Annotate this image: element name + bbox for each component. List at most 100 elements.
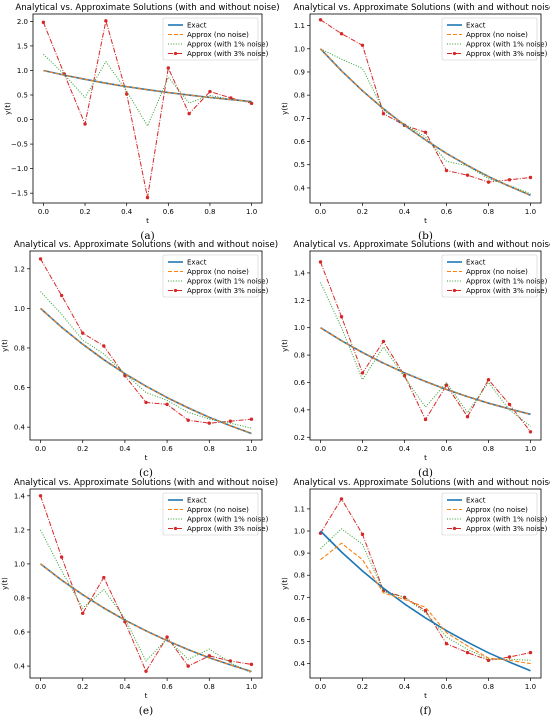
data-point: [423, 608, 428, 613]
x-tick-label: 1.0: [246, 208, 257, 216]
y-tick-label: 0.6: [14, 629, 26, 637]
y-tick-label: 1.4: [14, 492, 26, 500]
x-tick-label: 0.4: [399, 683, 411, 691]
y-tick-label: −1.0: [11, 165, 28, 173]
y-tick-label: 1.0: [294, 528, 305, 536]
y-tick-label: 0.6: [294, 379, 306, 387]
plot-frame: [29, 250, 263, 441]
series-line-noise3: [320, 498, 531, 661]
data-point: [249, 662, 254, 667]
chart-title: Analytical vs. Approximate Solutions (wi…: [14, 240, 278, 250]
y-axis-label: y(t): [3, 102, 12, 115]
y-tick-label: 0.5: [17, 92, 28, 100]
data-point: [339, 315, 344, 319]
x-tick-label: 0.4: [399, 445, 411, 453]
x-tick-label: 0.2: [357, 445, 368, 453]
x-tick-label: 0.4: [119, 445, 131, 453]
data-point: [166, 66, 171, 70]
y-tick-label: 0.4: [14, 663, 26, 671]
data-point: [465, 415, 470, 419]
chart-title: Analytical vs. Approximate Solutions (wi…: [293, 478, 550, 488]
series-group: [41, 19, 254, 200]
data-point: [507, 178, 512, 182]
legend-label: Approx (with 1% noise): [187, 277, 269, 285]
panel-caption: (e): [139, 705, 153, 717]
series-line-noise3: [40, 495, 252, 672]
y-tick-label: 0.4: [294, 184, 306, 192]
y-tick-label: 1.0: [17, 67, 28, 75]
chart-title: Analytical vs. Approximate Solutions (wi…: [293, 240, 550, 250]
data-point: [360, 371, 365, 375]
y-tick-label: 1.0: [14, 560, 25, 568]
y-axis-label: y(t): [280, 577, 289, 590]
legend-label: Approx (with 1% noise): [466, 515, 548, 523]
x-tick-label: 0.4: [121, 208, 133, 216]
legend-box: [441, 17, 538, 61]
plot-frame: [32, 13, 263, 204]
legend-label: Exact: [466, 21, 486, 29]
y-tick-label: −1.5: [11, 190, 28, 198]
chart-panel: Analytical vs. Approximate Solutions (wi…: [280, 3, 550, 242]
data-point: [402, 595, 407, 600]
data-point: [528, 650, 533, 655]
legend-label: Approx (no noise): [187, 506, 249, 514]
x-tick-label: 0.8: [483, 208, 494, 216]
y-tick-label: 0.8: [294, 92, 305, 100]
legend-label: Approx (with 1% noise): [187, 515, 269, 523]
y-axis-label: y(t): [280, 102, 289, 115]
y-tick-label: 0.5: [294, 638, 305, 646]
legend-label: Approx (with 1% noise): [466, 277, 548, 285]
y-axis-label: y(t): [0, 577, 9, 590]
data-point: [102, 344, 106, 348]
data-point: [339, 497, 344, 501]
x-tick-label: 0.0: [315, 683, 326, 691]
chart-panel: Analytical vs. Approximate Solutions (wi…: [0, 240, 278, 479]
chart-panel: Analytical vs. Approximate Solutions (wi…: [280, 240, 550, 479]
data-point: [228, 659, 233, 663]
x-axis-label: t: [145, 453, 148, 462]
legend-label: Approx (with 3% noise): [187, 525, 269, 533]
x-tick-label: 0.8: [204, 683, 215, 691]
x-axis-label: t: [146, 216, 149, 225]
legend-label: Approx (with 1% noise): [187, 40, 269, 48]
series-group: [318, 497, 533, 672]
data-point: [81, 331, 85, 335]
data-point: [444, 642, 449, 646]
legend-label: Approx (with 3% noise): [187, 50, 269, 58]
chart-panel: Analytical vs. Approximate Solutions (wi…: [3, 3, 280, 242]
x-tick-label: 0.6: [162, 445, 174, 453]
data-point: [360, 43, 365, 48]
x-tick-label: 1.0: [525, 445, 536, 453]
chart-panel: Analytical vs. Approximate Solutions (wi…: [0, 478, 278, 717]
y-axis-label: y(t): [0, 339, 9, 352]
y-tick-label: 1.4: [294, 269, 306, 277]
data-point: [59, 293, 64, 298]
x-axis-label: t: [145, 691, 148, 700]
legend: Exact Approx (no noise)Approx (with 1% no…: [441, 17, 548, 61]
legend-label: Exact: [466, 496, 486, 504]
data-point: [104, 19, 108, 23]
legend-label: Approx (with 1% noise): [466, 40, 548, 48]
x-axis-label: t: [424, 216, 427, 225]
legend-label: Approx (no noise): [466, 268, 528, 276]
y-tick-label: 1.2: [294, 297, 305, 305]
y-tick-label: 0.5: [294, 161, 305, 169]
series-group: [38, 257, 254, 435]
data-point: [207, 421, 211, 425]
x-tick-label: 1.0: [525, 683, 536, 691]
legend-label: Approx (no noise): [187, 268, 249, 276]
data-point: [144, 400, 148, 405]
data-point: [486, 180, 491, 184]
panel-caption: (c): [139, 467, 153, 479]
x-tick-label: 0.2: [357, 683, 368, 691]
legend-marker: [452, 526, 457, 531]
y-tick-label: 0.7: [294, 115, 305, 123]
x-tick-label: 0.2: [77, 445, 88, 453]
data-point: [465, 173, 470, 177]
y-tick-label: 0.0: [17, 116, 28, 124]
x-tick-label: 0.8: [483, 445, 494, 453]
legend: Exact Approx (no noise)Approx (with 1% no…: [441, 492, 548, 536]
x-axis-label: t: [424, 453, 427, 462]
data-point: [165, 402, 169, 407]
